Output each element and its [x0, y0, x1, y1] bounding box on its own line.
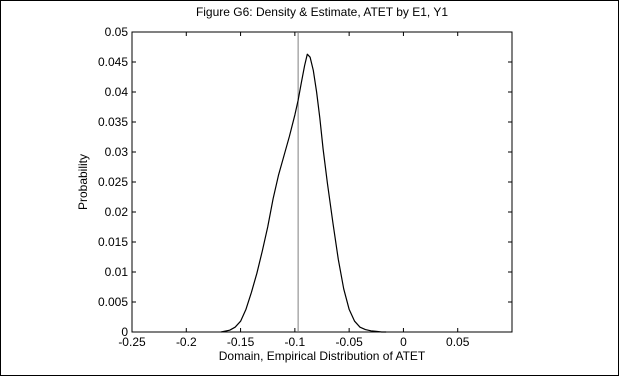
chart-marks: [220, 32, 387, 333]
x-tick-label: -0.2: [176, 335, 197, 349]
y-tick-label: 0.05: [105, 25, 129, 39]
y-tick-label: 0.045: [98, 55, 128, 69]
y-axis-label: Probability: [76, 154, 90, 210]
chart-title: Figure G6: Density & Estimate, ATET by E…: [196, 5, 448, 19]
y-tick-label: 0.025: [98, 175, 128, 189]
plot-area: [131, 31, 513, 333]
y-tick-label: 0.02: [105, 205, 129, 219]
x-tick-label: -0.05: [335, 335, 363, 349]
x-tick-label: -0.25: [118, 335, 146, 349]
y-tick-label: 0.03: [105, 145, 129, 159]
y-tick-label: 0.005: [98, 295, 128, 309]
x-tick-label: -0.1: [285, 335, 306, 349]
x-axis-label: Domain, Empirical Distribution of ATET: [219, 349, 426, 363]
axis-ticks: -0.25 -0.2 -0.15 -0.1 -0.05 0 0.05 0 0.005 0.01 0.…: [98, 25, 512, 349]
y-tick-label: 0: [121, 325, 128, 339]
x-tick-label: -0.15: [227, 335, 255, 349]
y-tick-label: 0.01: [105, 265, 129, 279]
y-tick-label: 0.035: [98, 115, 128, 129]
y-tick-label: 0.04: [105, 85, 129, 99]
x-tick-label: 0.05: [446, 335, 470, 349]
x-tick-label: 0: [400, 335, 407, 349]
y-tick-label: 0.015: [98, 235, 128, 249]
density-curve: [220, 53, 387, 333]
